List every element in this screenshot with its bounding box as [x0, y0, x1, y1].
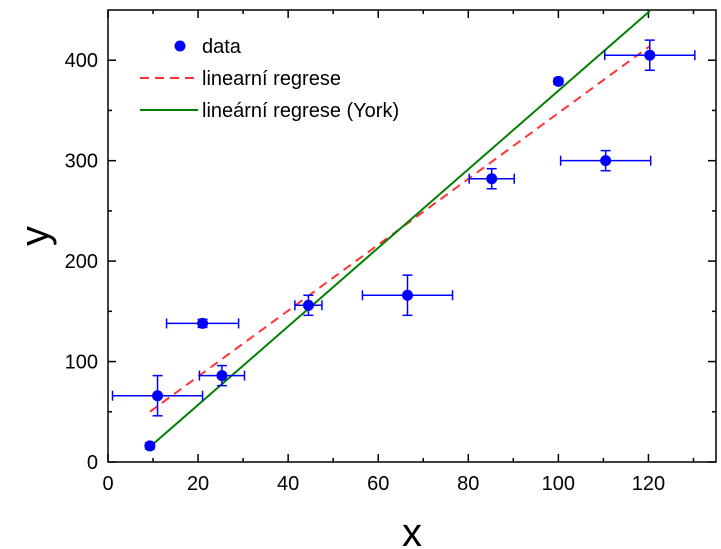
- data-point-group: [294, 294, 323, 317]
- x-tick-label: 0: [102, 473, 113, 495]
- data-point: [486, 173, 498, 185]
- data-point-group: [468, 167, 515, 190]
- x-tick-label: 40: [277, 473, 299, 495]
- regression-line-dashed: [149, 45, 651, 413]
- data-point-group: [144, 440, 156, 452]
- x-tick-label: 120: [632, 473, 665, 495]
- data-point: [144, 440, 156, 452]
- legend-label: lineární regrese (York): [202, 100, 399, 122]
- data-point-group: [604, 39, 696, 72]
- legend-marker: [174, 40, 186, 52]
- data-point-group: [111, 374, 204, 417]
- x-tick-label: 20: [187, 473, 209, 495]
- y-tick-label: 200: [65, 251, 98, 273]
- legend-label: linearní regrese: [202, 68, 341, 90]
- y-tick-label: 100: [65, 352, 98, 374]
- x-tick-label: 80: [457, 473, 479, 495]
- data-point-group: [361, 274, 454, 317]
- data-point-group: [198, 364, 246, 387]
- y-tick-label: 0: [87, 452, 98, 474]
- y-tick-label: 300: [65, 151, 98, 173]
- x-tick-label: 60: [367, 473, 389, 495]
- regression-line-york: [149, 10, 651, 448]
- x-axis-label: x: [402, 511, 422, 549]
- data-point: [152, 390, 164, 402]
- plot-frame: [107, 9, 717, 463]
- data-point: [644, 49, 656, 61]
- y-tick-label: 400: [65, 50, 98, 72]
- data-point: [197, 317, 209, 329]
- legend-label: data: [202, 36, 242, 58]
- legend: data linearní regrese lineární regrese (Yo…: [140, 36, 399, 122]
- data-point: [600, 155, 612, 167]
- y-axis-label: y: [13, 226, 57, 246]
- data-point: [302, 299, 314, 311]
- y-axis-ticks: 0 100 200 300 400: [65, 50, 716, 474]
- data-point: [552, 75, 564, 87]
- x-axis-ticks: 0 20 40 60 80 100 120: [102, 10, 695, 495]
- data-point: [216, 370, 228, 382]
- data-point-group: [552, 75, 564, 87]
- data-point: [401, 289, 413, 301]
- x-tick-label: 100: [542, 473, 575, 495]
- data-point-group: [165, 317, 240, 329]
- data-point-group: [559, 149, 652, 172]
